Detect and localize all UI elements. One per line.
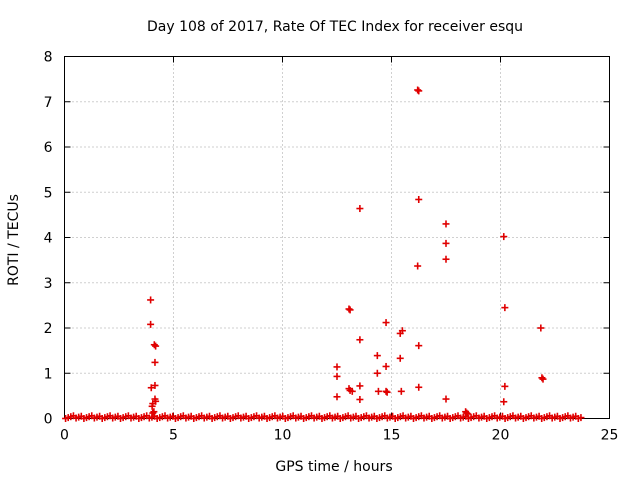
x-axis-label: GPS time / hours — [275, 459, 392, 475]
data-point — [373, 369, 381, 377]
data-point — [345, 305, 353, 313]
data-point — [415, 87, 423, 95]
y-tick-label: 7 — [44, 95, 53, 111]
y-axis-label: ROTI / TECUs — [6, 194, 22, 286]
chart-title: Day 108 of 2017, Rate Of TEC Index for r… — [147, 19, 523, 35]
data-point — [373, 352, 381, 360]
data-point — [356, 395, 364, 403]
y-tick-label: 8 — [44, 50, 53, 66]
data-point — [442, 220, 450, 228]
y-tick-label: 4 — [44, 231, 53, 247]
data-point — [538, 374, 546, 382]
data-point — [150, 408, 158, 416]
data-point — [501, 304, 509, 312]
y-tick-label: 2 — [44, 321, 53, 337]
data-point — [151, 358, 159, 366]
data-point — [414, 86, 422, 94]
data-point — [147, 384, 155, 392]
data-point — [397, 387, 405, 395]
data-point — [415, 383, 423, 391]
data-point — [152, 397, 160, 405]
data-point — [374, 387, 382, 395]
data-point — [147, 320, 155, 328]
y-tick-label: 1 — [44, 366, 53, 382]
data-point — [396, 354, 404, 362]
y-tick-label: 3 — [44, 276, 53, 292]
data-point — [152, 342, 160, 350]
data-point — [415, 195, 423, 203]
data-point — [382, 319, 390, 327]
data-point — [356, 205, 364, 213]
x-tick-label: 25 — [601, 428, 619, 444]
x-tick-label: 0 — [60, 428, 69, 444]
y-tick-label: 6 — [44, 140, 53, 156]
data-point — [414, 262, 422, 270]
data-point — [333, 372, 341, 380]
data-point — [383, 388, 391, 396]
data-point — [398, 327, 406, 335]
data-point — [348, 387, 356, 395]
data-point — [150, 341, 158, 349]
x-tick-label: 20 — [492, 428, 510, 444]
data-point — [501, 382, 509, 390]
data-point — [442, 239, 450, 247]
data-point — [539, 375, 547, 383]
x-tick-label: 10 — [274, 428, 292, 444]
x-tick-label: 5 — [169, 428, 178, 444]
data-point — [149, 409, 157, 417]
data-point — [333, 363, 341, 371]
data-point — [151, 381, 159, 389]
x-tick-label: 15 — [383, 428, 401, 444]
data-point — [346, 306, 354, 314]
data-points — [62, 86, 585, 422]
data-point — [382, 362, 390, 370]
data-point — [442, 395, 450, 403]
data-point — [333, 393, 341, 401]
grid-lines — [64, 56, 610, 419]
data-point — [415, 342, 423, 350]
y-tick-label: 5 — [44, 185, 53, 201]
axis-ticks: 0 5 10 15 20 25 0 1 2 3 4 5 6 7 8 — [44, 50, 619, 444]
data-point — [356, 336, 364, 344]
data-point — [147, 296, 155, 304]
data-point — [442, 255, 450, 263]
data-point — [500, 398, 508, 406]
data-point — [464, 410, 472, 418]
data-point — [463, 409, 471, 417]
baseline-point — [577, 414, 585, 422]
data-point — [500, 233, 508, 241]
data-point — [356, 382, 364, 390]
y-tick-label: 0 — [44, 412, 53, 428]
data-point — [382, 387, 390, 395]
data-point — [537, 324, 545, 332]
